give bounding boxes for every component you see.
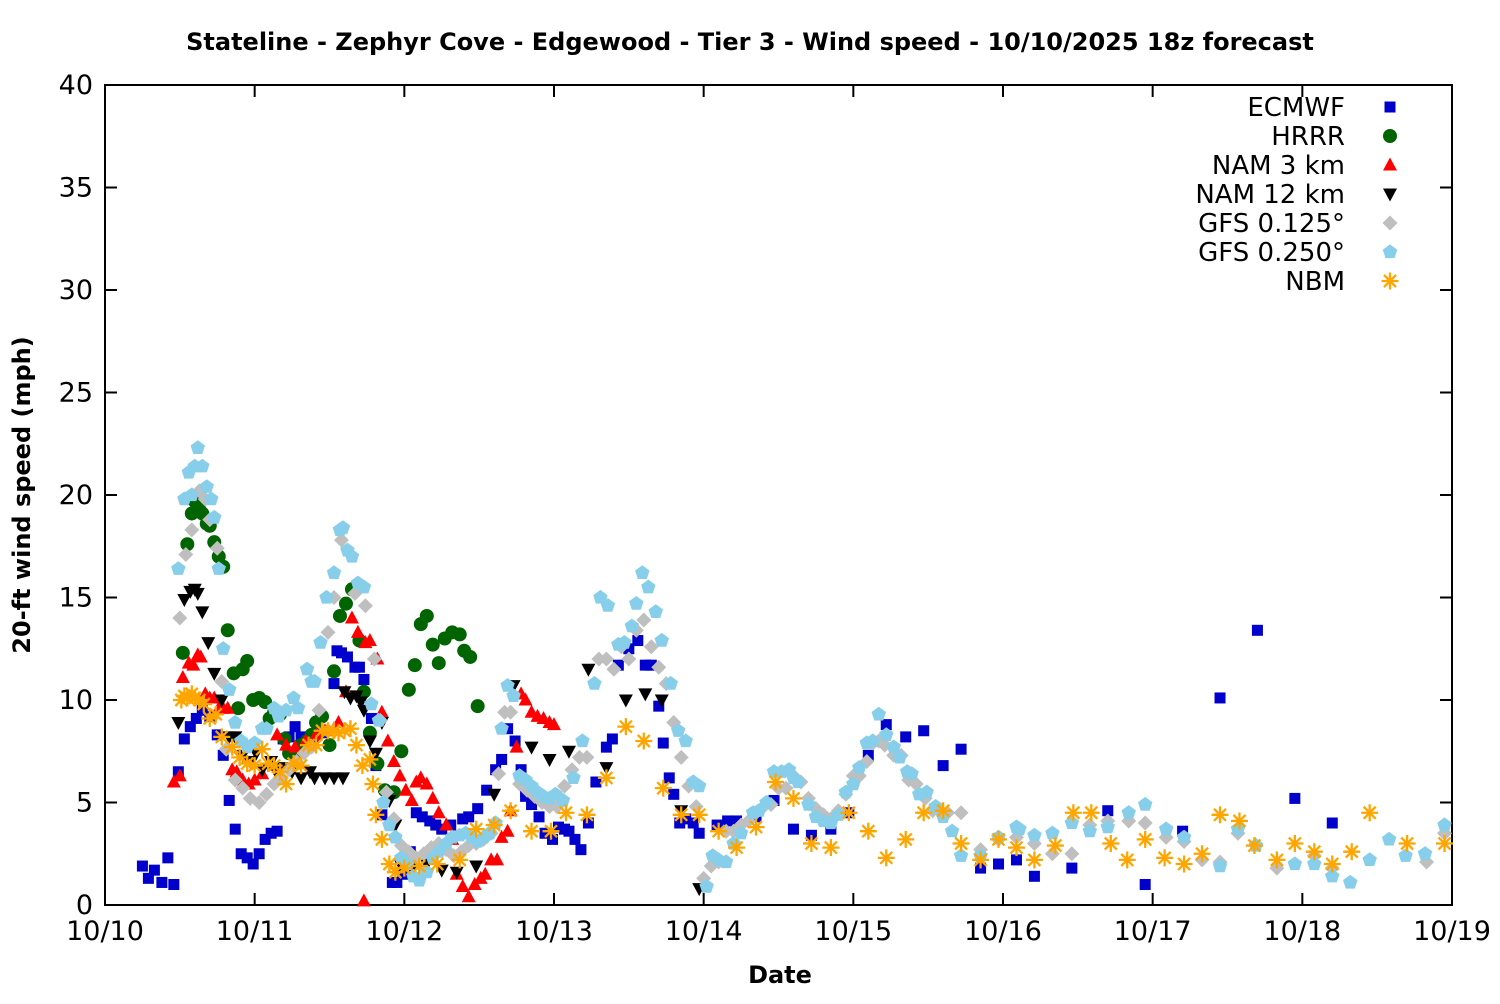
x-tick-label: 10/13 [515, 916, 593, 947]
x-tick-label: 10/12 [365, 916, 443, 947]
series-nbm [172, 685, 1454, 881]
x-tick-label: 10/14 [665, 916, 743, 947]
y-tick-label: 25 [59, 378, 93, 409]
legend-label: HRRR [1271, 122, 1345, 152]
x-tick-label: 10/11 [216, 916, 294, 947]
series-gfs-0-250- [171, 440, 1452, 893]
legend-item-hrrr: HRRR [1271, 122, 1397, 152]
x-tick-label: 10/19 [1413, 916, 1491, 947]
legend-label: GFS 0.125° [1198, 209, 1345, 239]
x-tick-label: 10/16 [964, 916, 1042, 947]
legend-label: NAM 12 km [1195, 180, 1345, 210]
y-tick-label: 0 [76, 890, 93, 921]
x-tick-label: 10/15 [814, 916, 892, 947]
legend-label: NAM 3 km [1212, 151, 1345, 181]
x-tick-label: 10/10 [66, 916, 144, 947]
y-tick-label: 20 [59, 480, 93, 511]
legend-item-nam-3-km: NAM 3 km [1212, 151, 1397, 181]
y-tick-label: 35 [59, 173, 93, 204]
legend-item-gfs-0-250-: GFS 0.250° [1198, 238, 1398, 268]
y-tick-label: 15 [59, 583, 93, 614]
legend-label: NBM [1285, 267, 1345, 297]
legend-label: ECMWF [1247, 93, 1345, 123]
y-axis-title: 20-ft wind speed (mph) [8, 336, 36, 653]
y-tick-label: 10 [59, 685, 93, 716]
axes: 0 5 10 15 20 25 30 35 40 10/10 10/11 10/12 10/13 10/1… [59, 70, 1491, 947]
legend-item-gfs-0-125-: GFS 0.125° [1198, 209, 1398, 239]
y-tick-label: 5 [76, 788, 93, 819]
chart-title: Stateline - Zephyr Cove - Edgewood - Tie… [186, 28, 1314, 56]
legend-item-nbm: NBM [1285, 267, 1399, 297]
legend-label: GFS 0.250° [1198, 238, 1345, 268]
x-tick-label: 10/18 [1263, 916, 1341, 947]
x-tick-label: 10/17 [1114, 916, 1192, 947]
legend-item-ecmwf: ECMWF [1247, 93, 1396, 123]
legend-item-nam-12-km: NAM 12 km [1195, 180, 1397, 210]
y-tick-label: 30 [59, 275, 93, 306]
x-axis-title: Date [748, 961, 812, 989]
y-tick-label: 40 [59, 70, 93, 101]
